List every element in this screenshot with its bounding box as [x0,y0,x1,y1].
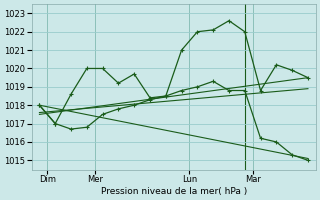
X-axis label: Pression niveau de la mer( hPa ): Pression niveau de la mer( hPa ) [100,187,247,196]
